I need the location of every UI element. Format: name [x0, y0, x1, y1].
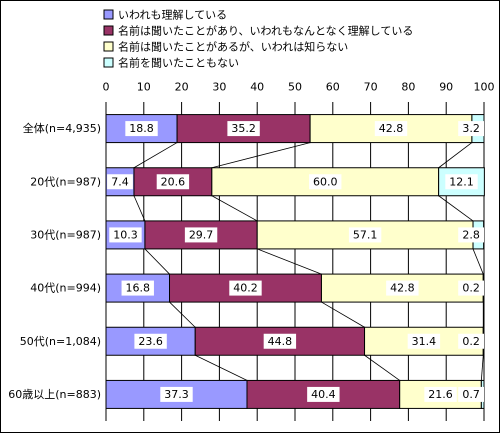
- connector-line-5-2: [364, 354, 400, 381]
- data-label-1-series-3: 42.8: [379, 122, 404, 135]
- data-label-bg-4-3: [386, 280, 419, 296]
- data-label-bg-4-1: [121, 280, 154, 296]
- data-label-bg-4-2: [229, 280, 262, 296]
- legend-label-1: いわれも理解している: [118, 8, 227, 22]
- connector-line-2-1: [133, 195, 146, 222]
- data-label-bg-3-3: [348, 227, 382, 243]
- data-label-3-series-1: 10.3: [113, 228, 138, 241]
- legend-swatch-3: [103, 41, 114, 52]
- data-label-bg-1-3: [374, 121, 408, 137]
- data-label-4-series-1: 16.8: [126, 282, 151, 295]
- data-label-2-series-1: 7.4: [111, 175, 129, 188]
- data-label-2-series-3: 60.0: [313, 175, 338, 188]
- category-label-3: 30代(n=987): [30, 228, 101, 241]
- data-label-5-series-3: 31.4: [412, 335, 437, 348]
- data-label-bg-5-4: [458, 333, 484, 349]
- data-label-5-series-1: 23.6: [138, 335, 163, 348]
- data-label-2-series-4: 12.1: [449, 175, 474, 188]
- x-tick-label-20: 20: [175, 81, 189, 94]
- data-label-bg-1-2: [227, 121, 260, 137]
- data-label-bg-2-1: [107, 174, 133, 190]
- connector-line-1-3: [438, 142, 473, 169]
- bar-5-series-1: [105, 326, 196, 356]
- data-label-6-series-4: 0.7: [462, 388, 480, 401]
- x-tick-label-80: 80: [401, 81, 415, 94]
- category-label-6: 60歳以上(n=883): [8, 388, 101, 401]
- x-tick-label-100: 100: [474, 81, 495, 94]
- category-label-2: 20代(n=987): [30, 175, 101, 188]
- legend-label-4: 名前を聞いたこともない: [118, 56, 239, 70]
- data-label-3-series-2: 29.7: [189, 228, 214, 241]
- category-label-5: 50代(n=1,084): [20, 335, 101, 348]
- data-label-4-series-2: 40.2: [233, 282, 258, 295]
- data-label-bg-4-4: [458, 280, 484, 296]
- data-label-bg-6-3: [424, 386, 457, 402]
- x-tick-label-30: 30: [212, 81, 226, 94]
- legend-swatch-2: [103, 25, 114, 36]
- data-label-6-series-1: 37.3: [164, 388, 189, 401]
- data-label-bg-6-2: [307, 386, 340, 402]
- data-label-3-series-4: 2.8: [462, 228, 480, 241]
- legend-label-2: 名前は聞いたことがあり、いわれもなんとなく理解している: [118, 24, 413, 38]
- x-tick-label-90: 90: [439, 81, 453, 94]
- x-tick-label-60: 60: [326, 81, 340, 94]
- data-label-bg-2-3: [309, 174, 342, 190]
- connector-line-4-1: [169, 301, 196, 328]
- data-label-bg-5-2: [263, 333, 297, 349]
- data-label-1-series-2: 35.2: [231, 122, 256, 135]
- data-label-5-series-4: 0.2: [462, 335, 480, 348]
- connector-line-5-1: [195, 354, 248, 381]
- data-label-1-series-1: 18.8: [129, 122, 154, 135]
- data-label-4-series-4: 0.2: [462, 282, 480, 295]
- data-label-6-series-3: 21.6: [428, 388, 453, 401]
- x-tick-label-10: 10: [137, 81, 151, 94]
- data-label-bg-3-2: [184, 227, 218, 243]
- legend-label-3: 名前は聞いたことがあるが、いわれは知らない: [118, 40, 348, 54]
- legend-swatch-4: [103, 57, 114, 68]
- data-label-4-series-3: 42.8: [390, 282, 415, 295]
- connector-line-3-2: [257, 248, 322, 275]
- data-label-bg-6-1: [160, 386, 193, 402]
- data-label-bg-6-4: [458, 386, 484, 402]
- x-tick-label-50: 50: [288, 81, 302, 94]
- data-label-bg-1-1: [125, 121, 158, 137]
- connector-line-4-2: [321, 301, 365, 328]
- connector-line-5-3: [480, 355, 484, 381]
- connector-line-3-1: [144, 248, 170, 275]
- connector-line-2-2: [211, 195, 258, 222]
- category-label-4: 40代(n=994): [30, 282, 101, 295]
- data-label-bg-1-4: [458, 121, 484, 137]
- legend-swatch-1: [103, 9, 114, 20]
- data-label-2-series-2: 20.6: [161, 175, 186, 188]
- data-label-3-series-3: 57.1: [353, 228, 378, 241]
- x-tick-label-40: 40: [250, 81, 264, 94]
- data-label-bg-3-1: [109, 227, 142, 243]
- data-label-bg-3-4: [458, 227, 484, 243]
- data-label-5-series-2: 44.8: [268, 335, 293, 348]
- connector-line-3-3: [472, 248, 484, 275]
- x-tick-label-70: 70: [364, 81, 378, 94]
- data-label-bg-2-2: [156, 174, 190, 190]
- connector-line-1-2: [211, 142, 311, 169]
- data-label-1-series-4: 3.2: [462, 122, 480, 135]
- data-label-6-series-2: 40.4: [311, 388, 336, 401]
- data-label-bg-2-4: [445, 174, 478, 190]
- x-tick-label-0: 0: [103, 81, 110, 94]
- category-label-1: 全体(n=4,935): [23, 121, 101, 135]
- data-label-bg-5-3: [407, 333, 441, 349]
- data-label-bg-5-1: [134, 333, 167, 349]
- connector-line-2-3: [438, 195, 474, 222]
- connector-line-1-1: [133, 142, 178, 169]
